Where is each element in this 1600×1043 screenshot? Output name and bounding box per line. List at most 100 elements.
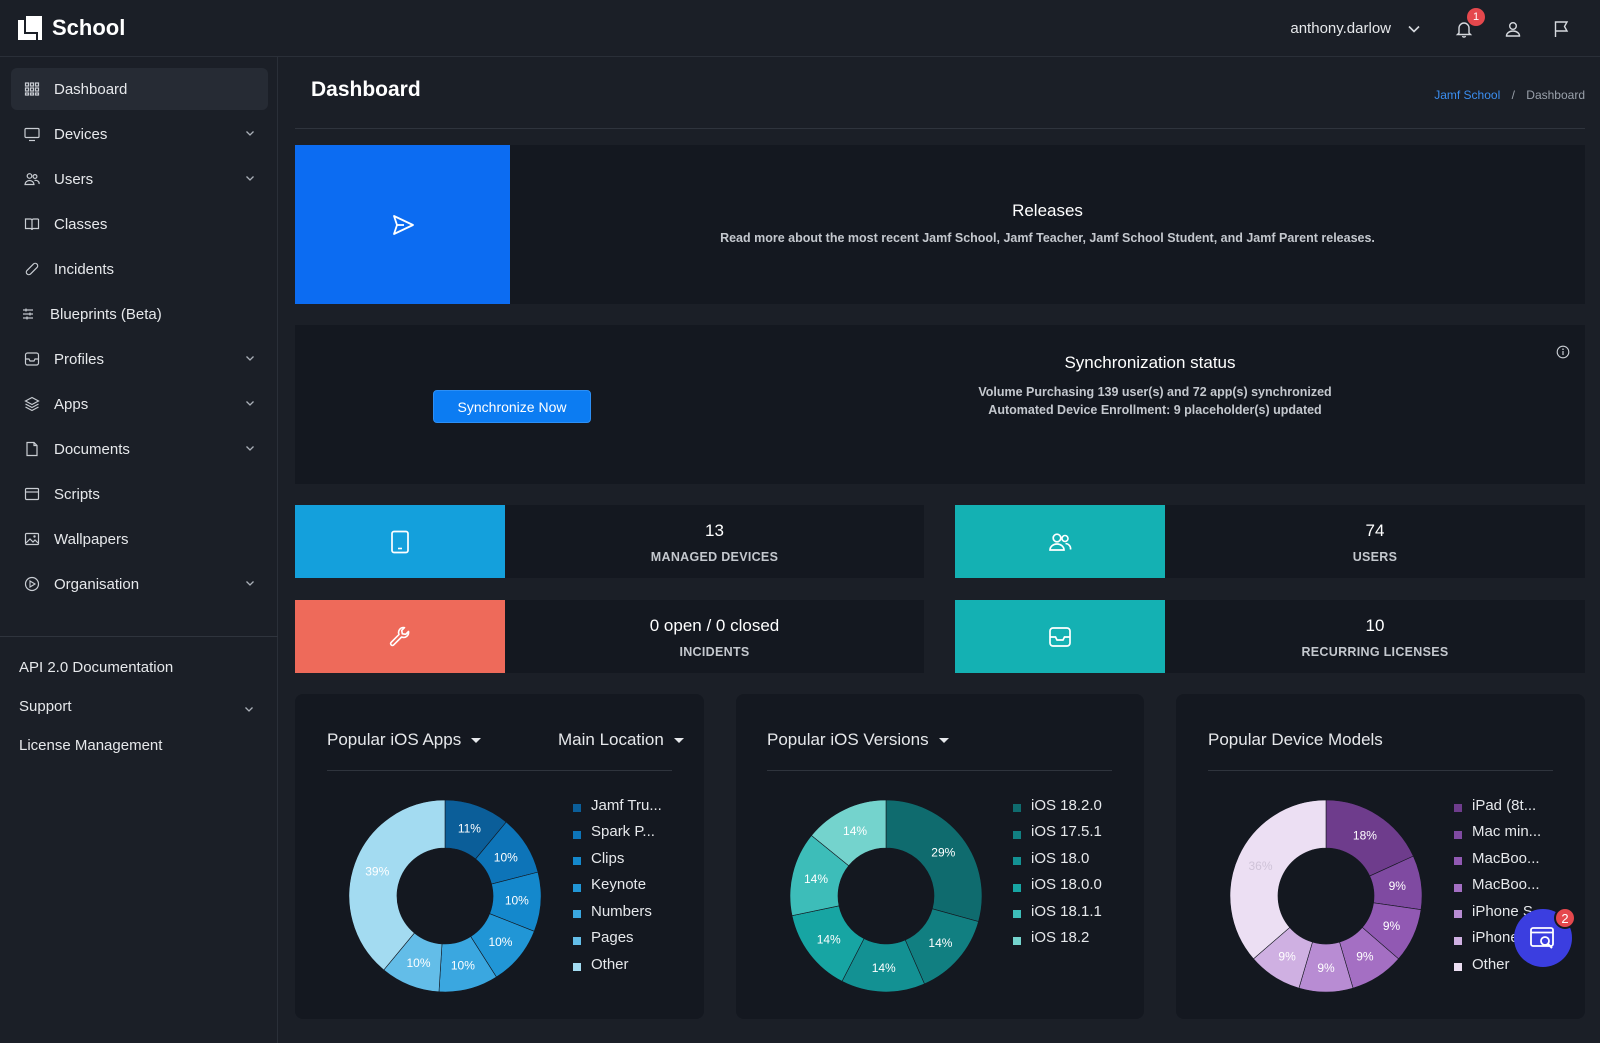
legend-item[interactable]: Keynote bbox=[573, 872, 662, 899]
synchronize-now-button[interactable]: Synchronize Now bbox=[433, 390, 591, 423]
incidents-tile[interactable]: 0 open / 0 closed INCIDENTS bbox=[505, 600, 924, 673]
breadcrumb-root-link[interactable]: Jamf School bbox=[1434, 88, 1501, 102]
legend-item[interactable]: iOS 18.2 bbox=[1013, 925, 1102, 952]
legend-item[interactable]: iOS 18.0.0 bbox=[1013, 872, 1102, 899]
api-documentation-link[interactable]: API 2.0 Documentation bbox=[19, 659, 174, 676]
licenses-tile[interactable]: 10 RECURRING LICENSES bbox=[1165, 600, 1585, 673]
location-label: Main Location bbox=[558, 730, 664, 749]
info-icon[interactable] bbox=[1556, 345, 1570, 359]
popular-device-models-legend: iPad (8t... Mac min... MacBoo... MacBoo... i… bbox=[1454, 792, 1545, 978]
bandage-icon bbox=[23, 260, 41, 278]
legend-label: MacBoo... bbox=[1472, 849, 1540, 867]
sidebar-item-incidents[interactable]: Incidents bbox=[11, 248, 268, 290]
legend-label: Numbers bbox=[591, 902, 652, 920]
bell-icon[interactable]: 1 bbox=[1453, 7, 1485, 40]
sync-panel: Synchronize Now Synchronization status V… bbox=[295, 325, 1585, 484]
managed-devices-tile[interactable]: 13 MANAGED DEVICES bbox=[505, 505, 924, 578]
card-divider bbox=[1208, 770, 1553, 771]
popular-ios-apps-donut-chart[interactable]: 11% 10% 10% 10% 10% 10% 39% bbox=[347, 798, 543, 994]
sliders-icon bbox=[19, 305, 37, 323]
legend-item[interactable]: Clips bbox=[573, 845, 662, 872]
legend-swatch bbox=[573, 936, 581, 945]
popular-ios-versions-donut-chart[interactable]: 29% 14% 14% 14% 14% 14% bbox=[788, 798, 984, 994]
donut-slice[interactable] bbox=[1229, 799, 1327, 960]
legend-item[interactable]: Other bbox=[573, 951, 662, 978]
legend-item[interactable]: iPad (8t... bbox=[1454, 792, 1545, 819]
legend-item[interactable]: Other bbox=[1454, 951, 1545, 978]
releases-banner[interactable]: Releases Read more about the most recent… bbox=[510, 145, 1585, 304]
sidebar-item-label: Dashboard bbox=[54, 80, 128, 98]
sidebar-item-documents[interactable]: Documents bbox=[11, 428, 268, 470]
popular-ios-apps-card: Popular iOS Apps Main Location 11% 10% 10%… bbox=[295, 694, 704, 1019]
donut-slice[interactable] bbox=[348, 799, 446, 971]
legend-item[interactable]: Spark P... bbox=[573, 819, 662, 846]
popular-ios-apps-dropdown[interactable]: Popular iOS Apps bbox=[327, 730, 482, 750]
legend-item[interactable]: iOS 18.0 bbox=[1013, 845, 1102, 872]
licenses-tile-icon[interactable] bbox=[955, 600, 1165, 673]
slice-label: 10% bbox=[406, 956, 430, 970]
user-menu[interactable]: anthony.darlow bbox=[1290, 20, 1391, 37]
legend-item[interactable]: Pages bbox=[573, 925, 662, 952]
managed-devices-label: MANAGED DEVICES bbox=[650, 550, 779, 564]
slice-label: 10% bbox=[494, 850, 518, 864]
sidebar-item-dashboard[interactable]: Dashboard bbox=[11, 68, 268, 110]
slice-label: 9% bbox=[1278, 950, 1296, 964]
legend-item[interactable]: iOS 18.1.1 bbox=[1013, 898, 1102, 925]
chevron-down-icon[interactable] bbox=[243, 703, 255, 715]
donut-slice[interactable] bbox=[811, 799, 887, 867]
slice-label: 14% bbox=[817, 933, 841, 947]
sidebar-item-devices[interactable]: Devices bbox=[11, 113, 268, 155]
sidebar-item-profiles[interactable]: Profiles bbox=[11, 338, 268, 380]
legend-label: Jamf Tru... bbox=[591, 796, 662, 814]
legend-label: iOS 18.0 bbox=[1031, 849, 1090, 867]
users-tile-icon[interactable] bbox=[955, 505, 1165, 578]
sidebar-item-label: Documents bbox=[54, 440, 130, 458]
legend-label: iOS 18.2.0 bbox=[1031, 796, 1102, 814]
popular-device-models-donut-chart[interactable]: 18% 9% 9% 9% 9% 9% 36% bbox=[1228, 798, 1424, 994]
chevron-down-icon[interactable] bbox=[1403, 18, 1425, 40]
chevron-down-icon bbox=[246, 131, 254, 136]
legend-label: Other bbox=[591, 955, 629, 973]
flag-icon[interactable] bbox=[1550, 18, 1572, 40]
monitor-icon bbox=[23, 125, 41, 143]
location-dropdown[interactable]: Main Location bbox=[558, 730, 684, 750]
incidents-tile-icon[interactable] bbox=[295, 600, 505, 673]
managed-devices-tile-icon[interactable] bbox=[295, 505, 505, 578]
sidebar-item-label: Wallpapers bbox=[54, 530, 129, 548]
users-count: 74 bbox=[1365, 521, 1385, 540]
legend-item[interactable]: Mac min... bbox=[1454, 819, 1545, 846]
slice-label: 39% bbox=[365, 865, 389, 879]
brand[interactable]: School bbox=[16, 14, 125, 42]
releases-banner-icon-box[interactable] bbox=[295, 145, 510, 304]
legend-item[interactable]: MacBoo... bbox=[1454, 845, 1545, 872]
search-window-icon bbox=[1530, 927, 1554, 949]
license-management-link[interactable]: License Management bbox=[19, 737, 163, 754]
donut-slice[interactable] bbox=[885, 799, 983, 922]
legend-swatch bbox=[1013, 910, 1021, 919]
legend-item[interactable]: Numbers bbox=[573, 898, 662, 925]
sidebar-item-organisation[interactable]: Organisation bbox=[11, 563, 268, 605]
sidebar-item-apps[interactable]: Apps bbox=[11, 383, 268, 425]
slice-label: 14% bbox=[843, 824, 867, 838]
user-icon[interactable] bbox=[1502, 18, 1524, 40]
sidebar-item-label: Classes bbox=[54, 215, 108, 233]
sidebar-item-scripts[interactable]: Scripts bbox=[11, 473, 268, 515]
users-tile[interactable]: 74 USERS bbox=[1165, 505, 1585, 578]
legend-item[interactable]: iOS 18.2.0 bbox=[1013, 792, 1102, 819]
sidebar-item-users[interactable]: Users bbox=[11, 158, 268, 200]
legend-item[interactable]: iOS 17.5.1 bbox=[1013, 819, 1102, 846]
support-link[interactable]: Support bbox=[19, 698, 72, 715]
sidebar-item-classes[interactable]: Classes bbox=[11, 203, 268, 245]
legend-swatch bbox=[1454, 963, 1462, 972]
sidebar-item-blueprints[interactable]: Blueprints (Beta) bbox=[11, 293, 268, 335]
users-icon bbox=[1049, 532, 1072, 551]
sidebar-item-wallpapers[interactable]: Wallpapers bbox=[11, 518, 268, 560]
help-search-fab[interactable]: 2 bbox=[1514, 907, 1576, 967]
popular-ios-versions-dropdown[interactable]: Popular iOS Versions bbox=[767, 730, 949, 750]
legend-swatch bbox=[573, 857, 581, 866]
legend-item[interactable]: Jamf Tru... bbox=[573, 792, 662, 819]
file-icon bbox=[23, 440, 41, 458]
legend-item[interactable]: MacBoo... bbox=[1454, 872, 1545, 899]
popular-device-models-title: Popular Device Models bbox=[1208, 730, 1383, 750]
slice-label: 10% bbox=[488, 935, 512, 949]
